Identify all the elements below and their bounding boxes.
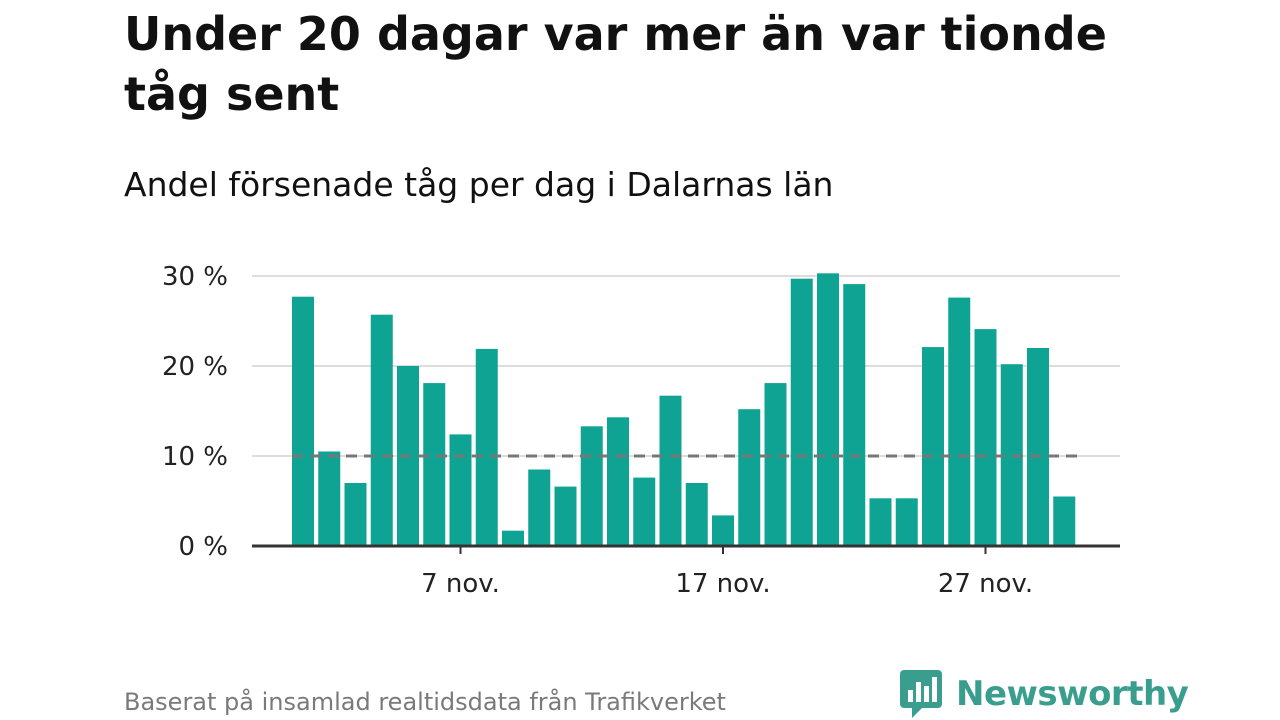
x-tick-label: 17 nov. bbox=[675, 569, 770, 599]
bar bbox=[712, 515, 734, 546]
bar bbox=[869, 498, 892, 546]
bar bbox=[607, 417, 629, 546]
bar-chart: 0 % 10 % 20 % 30 % 7 nov. 17 nov. 27 nov. bbox=[162, 262, 1120, 599]
bar bbox=[790, 278, 813, 546]
y-tick-label: 0 % bbox=[178, 532, 228, 562]
bar bbox=[554, 486, 577, 546]
bar bbox=[659, 395, 682, 546]
bar bbox=[922, 347, 944, 546]
chart-bubble-icon bbox=[900, 670, 942, 718]
bar bbox=[685, 483, 708, 546]
bar bbox=[843, 284, 866, 546]
bar bbox=[1000, 364, 1023, 546]
bar bbox=[764, 383, 787, 546]
chart-subtitle: Andel försenade tåg per dag i Dalarnas l… bbox=[124, 165, 834, 204]
bar bbox=[633, 477, 656, 546]
bar bbox=[974, 329, 997, 546]
bar bbox=[528, 469, 551, 546]
brand-name: Newsworthy bbox=[956, 674, 1189, 714]
bar bbox=[292, 296, 314, 546]
y-tick-label: 20 % bbox=[162, 352, 228, 382]
y-tick-label: 30 % bbox=[162, 262, 228, 292]
bar bbox=[318, 451, 341, 546]
bar bbox=[449, 434, 472, 546]
source-note: Baserat på insamlad realtidsdata från Tr… bbox=[124, 688, 726, 716]
bar bbox=[817, 273, 839, 546]
bar bbox=[1053, 496, 1076, 546]
bar bbox=[502, 530, 524, 546]
bar bbox=[1027, 348, 1049, 546]
bar bbox=[344, 483, 367, 546]
x-tick-label: 7 nov. bbox=[421, 569, 500, 599]
brand: Newsworthy bbox=[900, 668, 1189, 720]
bar bbox=[370, 314, 393, 546]
bar bbox=[948, 297, 971, 546]
bar bbox=[580, 426, 603, 546]
x-tick-label: 27 nov. bbox=[938, 569, 1033, 599]
bar bbox=[423, 383, 446, 546]
bar bbox=[895, 498, 918, 546]
chart-title: Under 20 dagar var mer än var tionde tåg… bbox=[124, 7, 1107, 121]
y-tick-label: 10 % bbox=[162, 442, 228, 472]
bar bbox=[738, 409, 761, 546]
bar bbox=[475, 348, 498, 546]
